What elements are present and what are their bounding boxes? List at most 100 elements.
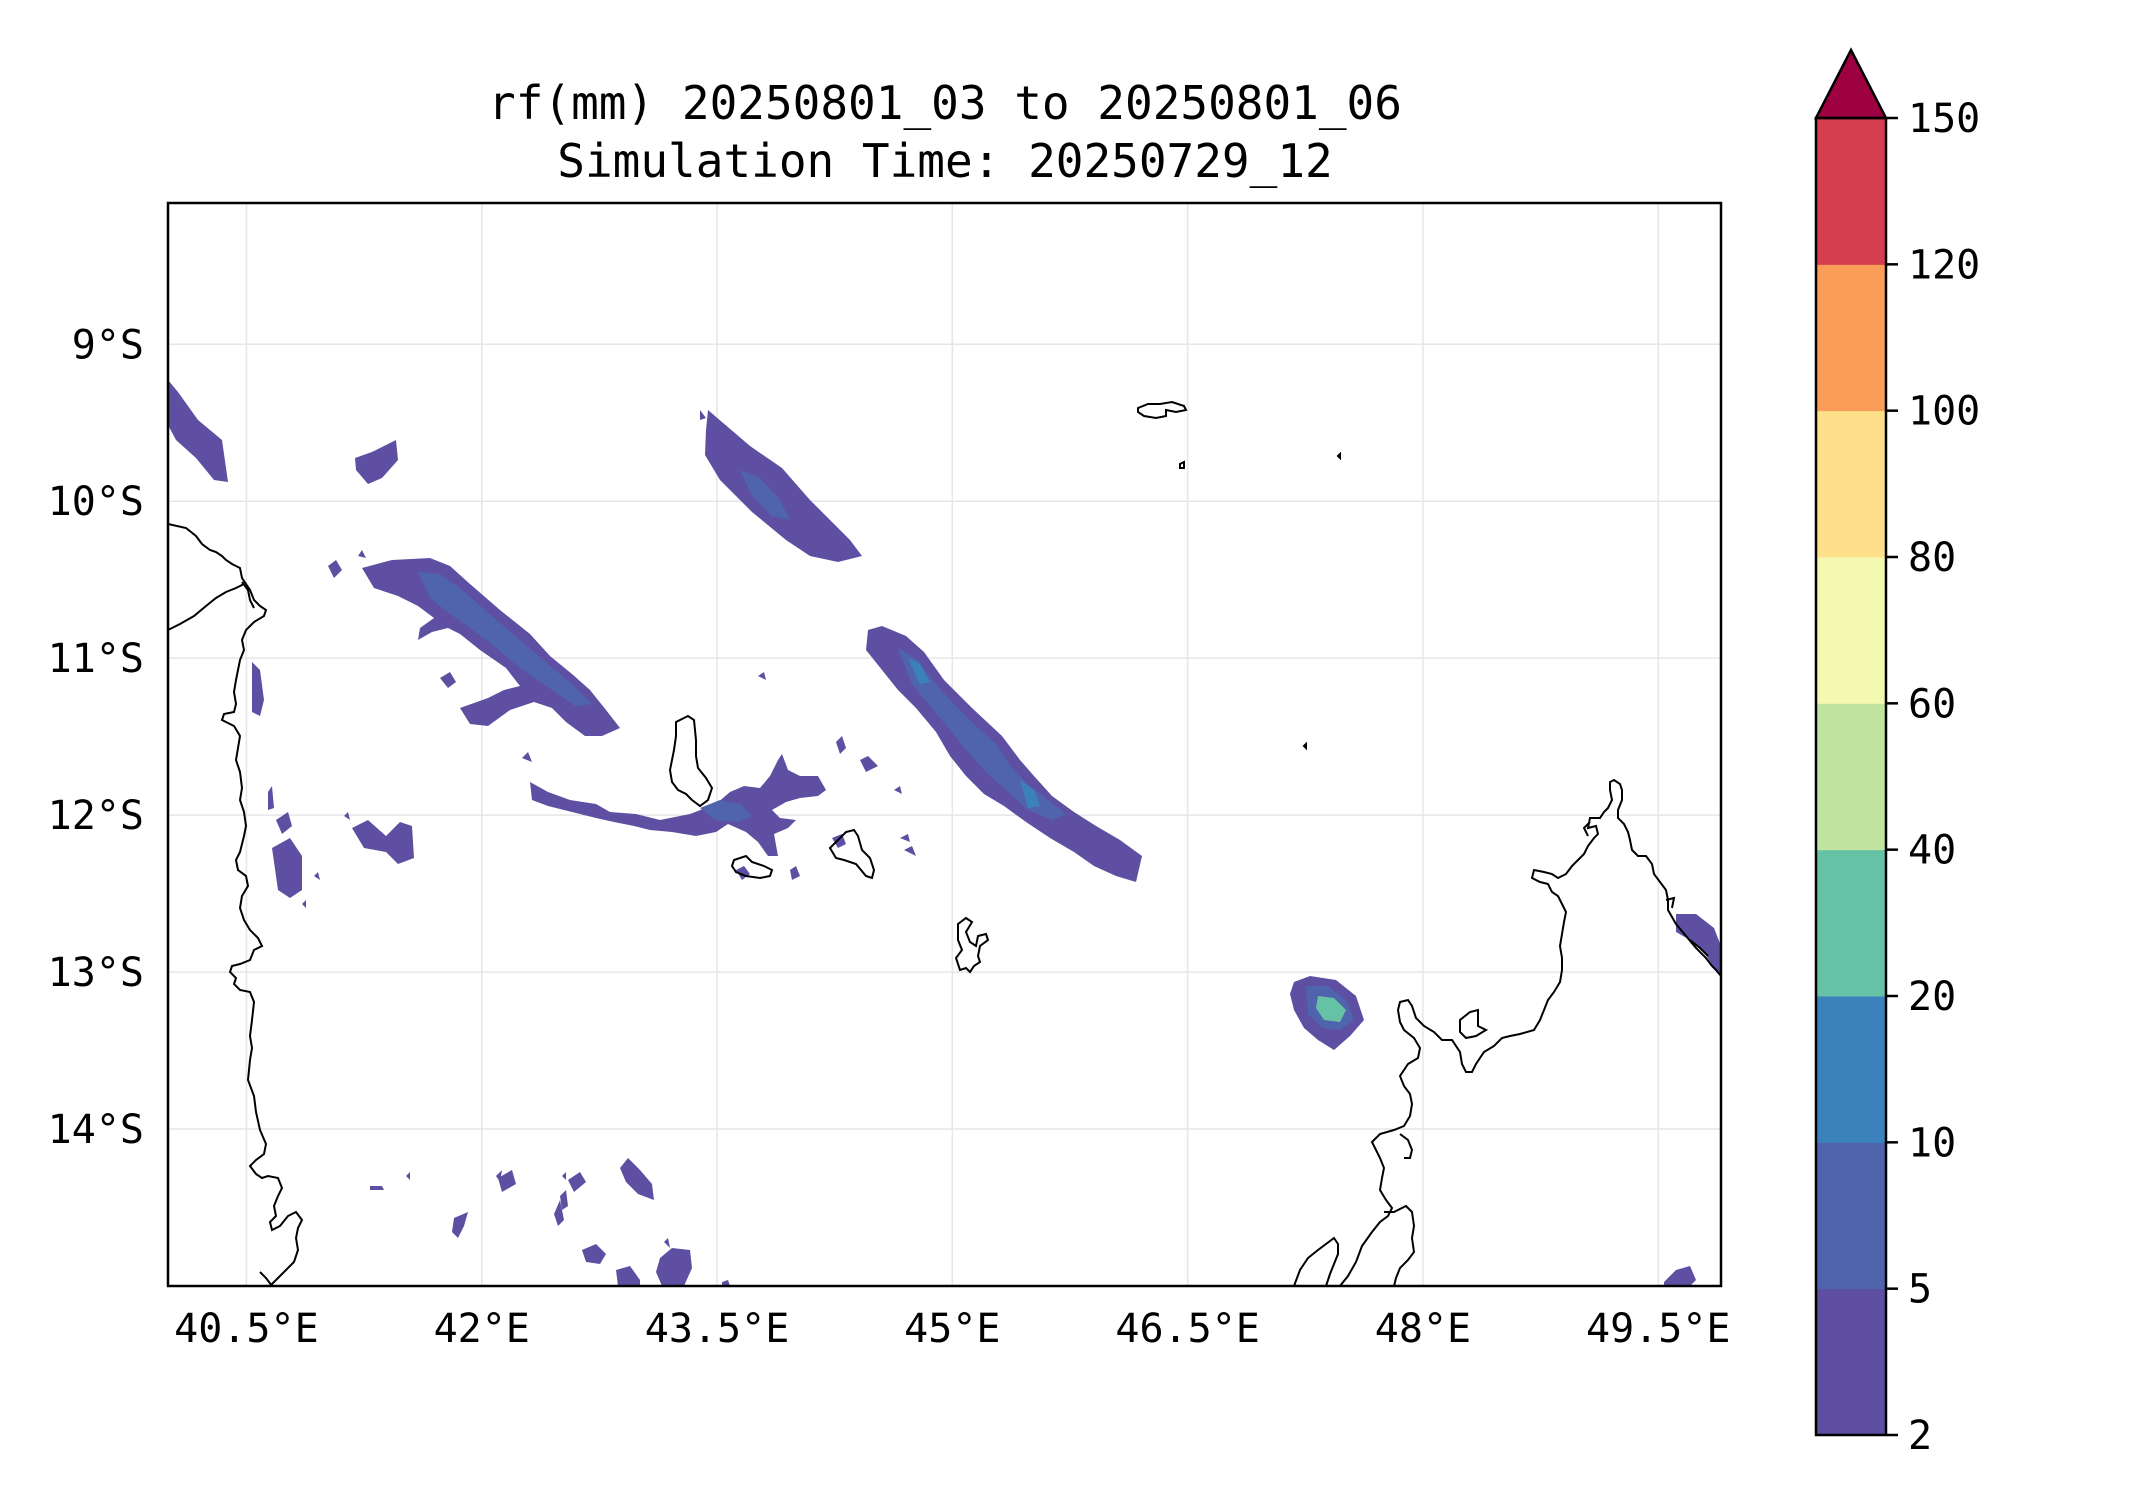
rain-area [302, 900, 306, 908]
coastline [828, 828, 876, 880]
coastline [1339, 778, 1721, 1286]
rain-area [522, 752, 532, 762]
lon-tick-label: 46.5°E [1115, 1306, 1260, 1352]
rain-area [452, 1212, 468, 1238]
colorbar-tick-label: 120 [1908, 242, 1980, 288]
rain-area [554, 1200, 564, 1226]
colorbar-segment [1816, 264, 1886, 412]
coastline [168, 523, 304, 1286]
rain-area [370, 1186, 384, 1190]
lat-tick-label: 9°S [72, 322, 144, 368]
rain-area [790, 866, 800, 880]
lon-tick-label: 48°E [1375, 1306, 1471, 1352]
coastline [1336, 451, 1341, 461]
colorbar-tick-label: 100 [1908, 389, 1980, 435]
rain-area [314, 872, 320, 880]
colorbar-segment [1816, 118, 1886, 265]
rain-area [276, 812, 292, 834]
rain-area [358, 550, 366, 558]
colorbar-tick-label: 40 [1908, 828, 1956, 874]
lat-tick-label: 13°S [48, 950, 144, 996]
rain-area [616, 1266, 640, 1286]
rain-area [562, 1172, 566, 1180]
lat-tick-labels: 9°S 10°S 11°S 12°S 13°S 14°S [48, 322, 144, 1153]
rain-area [1664, 1266, 1696, 1286]
rain-area [904, 846, 916, 856]
lon-tick-label: 42°E [434, 1306, 530, 1352]
colorbar-tick-label: 20 [1908, 974, 1956, 1020]
colorbar-segment [1816, 849, 1886, 997]
rain-area [344, 812, 350, 820]
colorbar-segment [1816, 410, 1886, 558]
rain-area [252, 662, 264, 716]
rain-area [656, 1248, 692, 1286]
lon-tick-labels: 40.5°E 42°E 43.5°E 45°E 46.5°E 48°E 49.5°E [174, 1306, 1730, 1352]
coastlines [168, 400, 1721, 1286]
rain-area [272, 838, 302, 898]
rain-area [1316, 996, 1346, 1022]
coastline [730, 854, 774, 880]
rain-area [900, 834, 910, 842]
coastline [954, 916, 990, 974]
coastline [1399, 1133, 1414, 1159]
rain-area [705, 410, 862, 562]
rain-area [582, 1244, 606, 1264]
rain-area [418, 572, 592, 706]
coastline [1179, 460, 1185, 469]
rain-area [328, 560, 342, 578]
rain-area [568, 1172, 586, 1192]
lon-tick-label: 45°E [904, 1306, 1000, 1352]
coastline [168, 583, 245, 631]
colorbar-tick-label: 80 [1908, 535, 1956, 581]
rain-area [530, 754, 826, 856]
rain-area [560, 1190, 568, 1210]
colorbar-tick-label: 150 [1908, 96, 1980, 142]
lat-tick-label: 12°S [48, 793, 144, 839]
coastline [1293, 1236, 1339, 1286]
rain-area [836, 736, 846, 754]
rain-area [352, 820, 414, 864]
colorbar-tick-label: 5 [1908, 1267, 1932, 1313]
map-title-line1: rf(mm) 20250801_03 to 20250801_06 [488, 76, 1402, 130]
lat-tick-label: 10°S [48, 479, 144, 525]
rain-area [268, 786, 274, 810]
rain-area [894, 786, 902, 794]
rain-area [168, 380, 228, 482]
rainfall-contours [168, 380, 1721, 1286]
colorbar: 2 5 10 20 40 60 80 100 120 150 [1813, 47, 1980, 1459]
colorbar-segment [1816, 1288, 1886, 1436]
lon-tick-label: 49.5°E [1586, 1306, 1731, 1352]
map-title-line2: Simulation Time: 20250729_12 [557, 134, 1333, 188]
rain-area [440, 672, 456, 688]
map-frame [166, 201, 1723, 1288]
coastline [259, 1271, 273, 1286]
colorbar-extend-arrow [1813, 47, 1889, 120]
lon-tick-label: 43.5°E [645, 1306, 790, 1352]
rain-area [355, 440, 398, 484]
lon-tick-label: 40.5°E [174, 1306, 319, 1352]
colorbar-tick-label: 60 [1908, 681, 1956, 727]
rain-area [700, 410, 706, 420]
coastline [1582, 821, 1591, 837]
coastline [241, 581, 255, 609]
rain-area [1676, 914, 1721, 976]
rain-area [496, 1170, 502, 1182]
rain-area [664, 1238, 670, 1248]
colorbar-frame [1814, 116, 1888, 1437]
rain-area [406, 1172, 410, 1180]
coastline [668, 714, 714, 808]
rain-area [740, 470, 790, 520]
colorbar-segment [1816, 557, 1886, 704]
rain-area [860, 756, 878, 772]
colorbar-segment [1816, 996, 1886, 1143]
rain-area [898, 648, 1066, 820]
rain-area [362, 558, 620, 736]
coastline [1689, 939, 1709, 957]
map-gridlines [168, 203, 1721, 1286]
coastline [1137, 400, 1188, 420]
rain-area [908, 658, 930, 684]
rain-area [722, 1280, 730, 1286]
rain-area [700, 800, 752, 822]
colorbar-tick-label: 10 [1908, 1120, 1956, 1166]
